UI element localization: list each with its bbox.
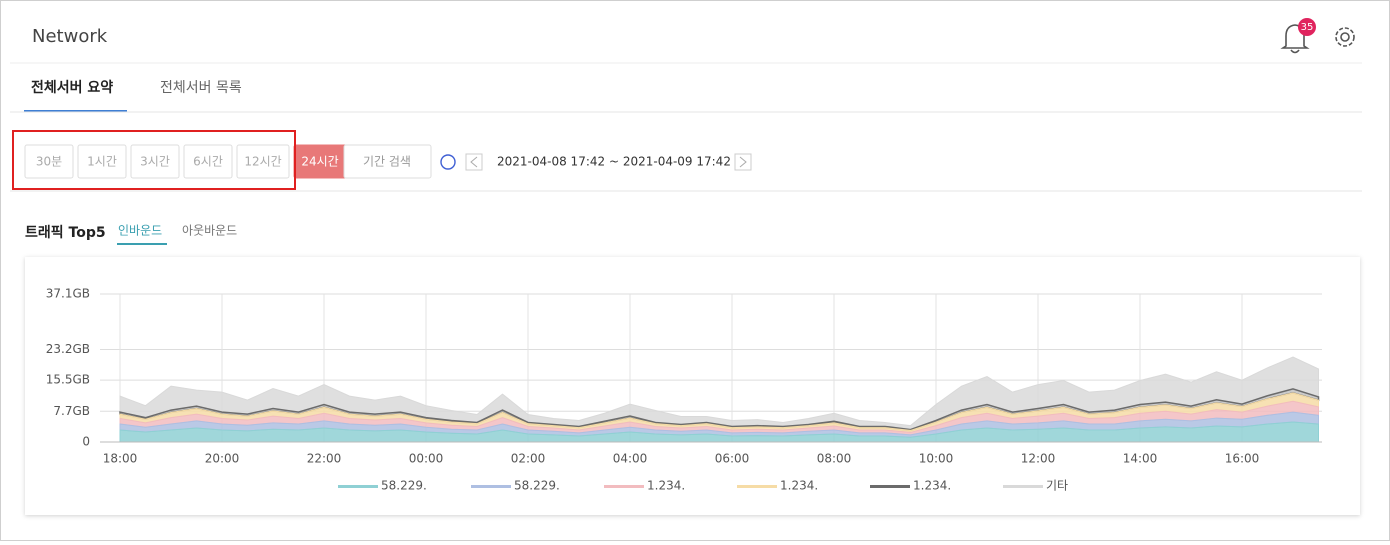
range-button[interactable] — [236, 144, 290, 179]
x-tick-label: 18:00 — [103, 452, 138, 466]
prev[interactable] — [465, 153, 483, 171]
range-button-label: 1시간 — [87, 155, 117, 169]
highlight-box — [12, 130, 296, 190]
period-search[interactable] — [343, 144, 432, 179]
settings[interactable] — [1335, 27, 1355, 47]
x-tick-label: 22:00 — [307, 452, 342, 466]
legend-label: 1.234. — [780, 479, 818, 493]
badge — [1298, 18, 1316, 36]
legend-swatch — [1003, 485, 1043, 488]
tab[interactable]: 전체서버 목록 — [160, 80, 242, 96]
legend-swatch — [471, 485, 511, 488]
range-button[interactable] — [77, 144, 127, 179]
y-tick-label: 37.1GB — [46, 287, 90, 301]
subtab[interactable]: 아웃바운드 — [182, 224, 237, 238]
range-button-label: 24시간 — [301, 155, 338, 169]
x-tick-label: 16:00 — [1225, 452, 1260, 466]
y-tick-label: 7.7GB — [53, 404, 90, 418]
x-tick-label: 04:00 — [613, 452, 648, 466]
y-tick-label: 0 — [82, 435, 90, 449]
bell[interactable] — [1280, 24, 1310, 54]
date-range: 2021-04-08 17:42 ~ 2021-04-09 17:42 — [497, 155, 731, 169]
badge-count: 35 — [1301, 22, 1314, 33]
tab-indicator — [24, 110, 127, 112]
range-button[interactable] — [130, 144, 180, 179]
x-tick-label: 14:00 — [1123, 452, 1158, 466]
range-button-label: 12시간 — [244, 155, 281, 169]
period-search-label: 기간 검색 — [363, 155, 411, 169]
x-tick-label: 10:00 — [919, 452, 954, 466]
legend-swatch — [737, 485, 777, 488]
chart: 0 7.7GB 15.5GB 23.2GB 37.1GB 18:00 20:00 22:00 0… — [46, 287, 1322, 493]
x-tick-label: 02:00 — [511, 452, 546, 466]
range-button-label: 6시간 — [193, 155, 223, 169]
next[interactable] — [734, 153, 752, 171]
y-tick-label: 15.5GB — [46, 373, 90, 387]
x-tick-label: 00:00 — [409, 452, 444, 466]
legend-label: 1.234. — [913, 479, 951, 493]
subtab-indicator — [117, 243, 167, 245]
y-tick-label: 23.2GB — [46, 342, 90, 356]
x-tick-label: 08:00 — [817, 452, 852, 466]
x-tick-label: 20:00 — [205, 452, 240, 466]
range-button-label: 3시간 — [140, 155, 170, 169]
legend-label: 58.229. — [514, 479, 560, 493]
legend-swatch — [604, 485, 644, 488]
legend-label: 58.229. — [381, 479, 427, 493]
legend-swatch — [338, 485, 378, 488]
range-button-label: 30분 — [36, 155, 62, 169]
section-title: 트래픽 Top5 — [25, 224, 106, 241]
range-button[interactable] — [24, 144, 74, 179]
x-tick-label: 12:00 — [1021, 452, 1056, 466]
subtab[interactable]: 인바운드 — [118, 224, 162, 238]
info-icon[interactable] — [440, 154, 456, 170]
tab[interactable]: 전체서버 요약 — [31, 79, 113, 96]
range-button[interactable] — [183, 144, 233, 179]
x-tick-label: 06:00 — [715, 452, 750, 466]
legend-label: 1.234. — [647, 479, 685, 493]
page-title: Network — [32, 26, 108, 47]
legend-swatch — [870, 485, 910, 488]
legend-label: 기타 — [1046, 479, 1068, 493]
